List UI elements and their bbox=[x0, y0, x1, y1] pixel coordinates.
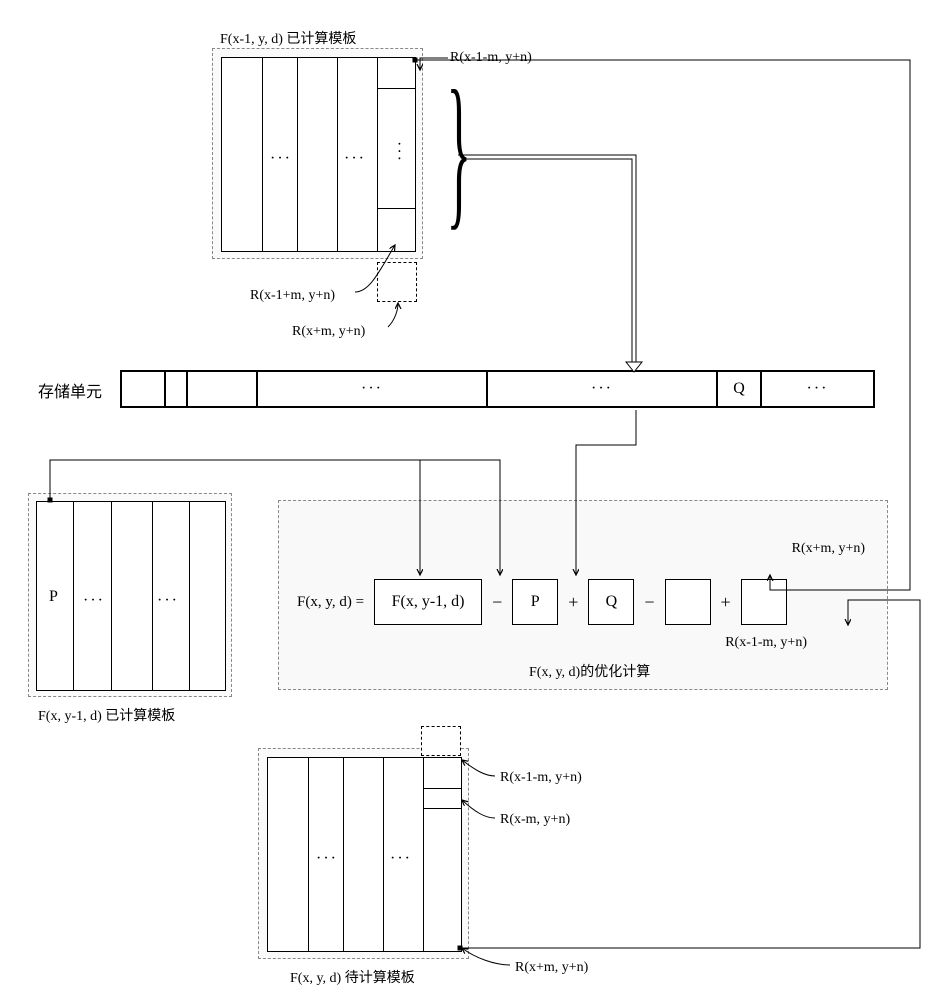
dots: ··· bbox=[389, 141, 407, 163]
eqn-lead: F(x, y, d) = bbox=[297, 594, 364, 611]
bottom-template-wrap: ··· ··· bbox=[258, 748, 469, 959]
bottom-template-grid: ··· ··· bbox=[267, 757, 462, 952]
left-template-wrap: P ··· ··· bbox=[28, 493, 232, 697]
bottom-label-r1: R(x-1-m, y+n) bbox=[500, 770, 582, 786]
dots: ··· bbox=[762, 372, 873, 406]
equation-panel: F(x, y, d) = F(x, y-1, d) − P + Q − + R(… bbox=[278, 500, 888, 690]
dots: ··· bbox=[270, 150, 292, 168]
dots: ··· bbox=[488, 372, 718, 406]
dots: ··· bbox=[316, 850, 338, 868]
dots: ··· bbox=[390, 850, 412, 868]
left-template-title: F(x, y-1, d) 已计算模板 bbox=[38, 705, 175, 725]
eqn-minus: − bbox=[492, 592, 502, 613]
storage-row: ··· ··· Q ··· bbox=[120, 370, 875, 408]
storage-q-cell: Q bbox=[718, 372, 762, 406]
eqn-plus: + bbox=[721, 592, 731, 613]
eqn-term-p: P bbox=[512, 579, 558, 625]
bottom-label-r3: R(x+m, y+n) bbox=[515, 960, 588, 976]
dots: ··· bbox=[344, 150, 366, 168]
eqn-term-r2 bbox=[741, 579, 787, 625]
eqn-term-r1 bbox=[665, 579, 711, 625]
left-template-grid: P ··· ··· bbox=[36, 501, 226, 691]
top-template-grid: ··· ··· ··· bbox=[221, 57, 416, 252]
storage-label: 存储单元 bbox=[38, 378, 102, 402]
eqn-term-fx: F(x, y-1, d) bbox=[374, 579, 482, 625]
dots: ··· bbox=[157, 592, 179, 610]
dots: ··· bbox=[258, 372, 488, 406]
eqn-toplabel-r: R(x+m, y+n) bbox=[792, 541, 865, 557]
eqn-plus: + bbox=[568, 592, 578, 613]
top-template-wrap: ··· ··· ··· bbox=[212, 48, 423, 259]
bottom-template-dashed-cell bbox=[421, 726, 461, 756]
top-template-ext-cell bbox=[377, 262, 417, 302]
p-label: P bbox=[49, 588, 58, 606]
dots: ··· bbox=[83, 592, 105, 610]
eqn-term-q: Q bbox=[588, 579, 634, 625]
eqn-minus: − bbox=[644, 592, 654, 613]
bottom-label-r2: R(x-m, y+n) bbox=[500, 812, 570, 828]
top-label-r2: R(x-1+m, y+n) bbox=[250, 288, 335, 304]
top-label-r3: R(x+m, y+n) bbox=[292, 324, 365, 340]
top-template-title: F(x-1, y, d) 已计算模板 bbox=[220, 28, 356, 48]
equation-title: F(x, y, d)的优化计算 bbox=[529, 661, 650, 681]
bottom-template-title: F(x, y, d) 待计算模板 bbox=[290, 967, 415, 987]
eqn-sublabel-r: R(x-1-m, y+n) bbox=[725, 635, 807, 651]
equation-row: F(x, y, d) = F(x, y-1, d) − P + Q − + bbox=[297, 579, 787, 625]
